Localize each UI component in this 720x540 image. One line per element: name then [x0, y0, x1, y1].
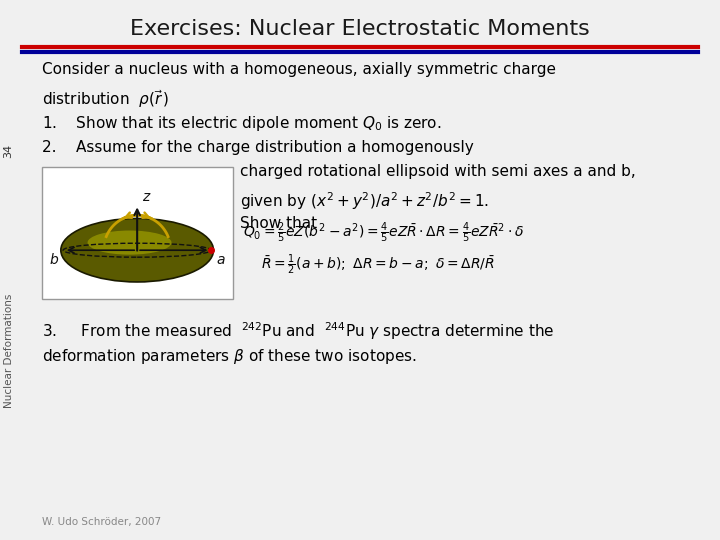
Text: Nuclear Deformations: Nuclear Deformations — [4, 294, 14, 408]
Text: 1.    Show that its electric dipole moment $Q_0$ is zero.: 1. Show that its electric dipole moment … — [42, 114, 441, 133]
Text: 2.    Assume for the charge distribution a homogenously: 2. Assume for the charge distribution a … — [42, 140, 474, 155]
Text: 34: 34 — [4, 144, 14, 158]
Text: b: b — [49, 253, 58, 267]
Text: 3.     From the measured  $^{242}$Pu and  $^{244}$Pu $\gamma$ spectra determine : 3. From the measured $^{242}$Pu and $^{2… — [42, 321, 554, 342]
Text: deformation parameters $\beta$ of these two isotopes.: deformation parameters $\beta$ of these … — [42, 347, 416, 366]
Text: a: a — [217, 253, 225, 267]
Text: distribution  $\rho(\vec{r}\,)$: distribution $\rho(\vec{r}\,)$ — [42, 88, 169, 110]
Text: charged rotational ellipsoid with semi axes a and b,: charged rotational ellipsoid with semi a… — [240, 164, 636, 179]
Text: Consider a nucleus with a homogeneous, axially symmetric charge: Consider a nucleus with a homogeneous, a… — [42, 62, 556, 77]
Text: $\bar{R} = \frac{1}{2}(a+b);\ \Delta R = b - a;\ \delta = \Delta R/\bar{R}$: $\bar{R} = \frac{1}{2}(a+b);\ \Delta R =… — [261, 253, 495, 277]
Text: Exercises: Nuclear Electrostatic Moments: Exercises: Nuclear Electrostatic Moments — [130, 19, 590, 39]
Text: z: z — [143, 191, 150, 205]
Ellipse shape — [60, 219, 214, 282]
Text: Show that: Show that — [240, 216, 317, 231]
FancyBboxPatch shape — [42, 167, 233, 299]
Text: given by $(x^2 + y^2)/a^2 + z^2/b^2 = 1$.: given by $(x^2 + y^2)/a^2 + z^2/b^2 = 1$… — [240, 190, 489, 212]
Text: W. Udo Schröder, 2007: W. Udo Schröder, 2007 — [42, 516, 161, 526]
Ellipse shape — [67, 244, 207, 263]
Text: $Q_0 = \frac{2}{5}eZ(b^2 - a^2) = \frac{4}{5}eZ\bar{R}\cdot\Delta R = \frac{4}{5: $Q_0 = \frac{2}{5}eZ(b^2 - a^2) = \frac{… — [243, 220, 524, 245]
Ellipse shape — [88, 231, 171, 255]
